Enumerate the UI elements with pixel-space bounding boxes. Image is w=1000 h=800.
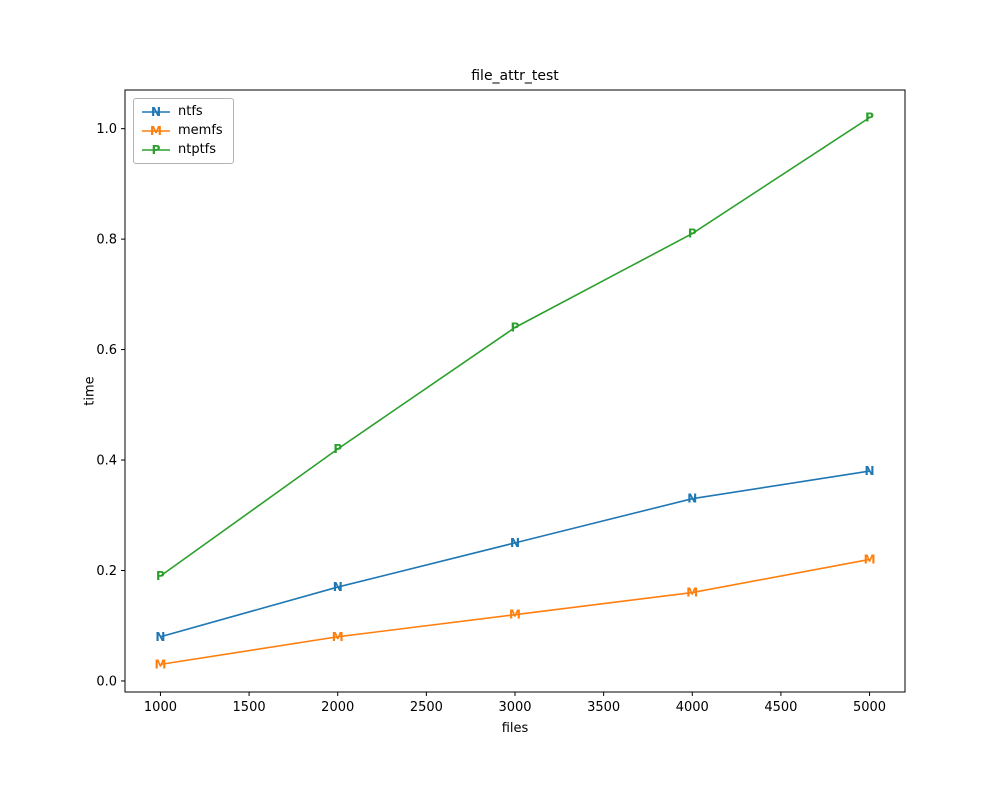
legend-line-sample-memfs: M <box>142 124 170 138</box>
marker-P-ntptfs: P <box>865 111 874 125</box>
marker-N-ntfs: N <box>155 630 165 644</box>
x-tick-label: 4000 <box>676 700 709 715</box>
legend-marker-M-memfs: M <box>150 124 162 138</box>
legend-line-sample-ntfs: N <box>142 105 170 119</box>
plot-line-ntptfs <box>159 116 870 577</box>
marker-M-memfs: M <box>509 608 521 622</box>
marker-P-ntptfs: P <box>156 569 165 583</box>
marker-M-memfs: M <box>864 552 876 566</box>
plot-line-ntfs <box>160 470 870 638</box>
x-tick-label: 3000 <box>498 700 531 715</box>
marker-M-memfs: M <box>686 586 698 600</box>
legend-label-ntfs: ntfs <box>178 104 203 119</box>
axes-border <box>124 89 906 693</box>
plot-line-memfs <box>160 558 870 666</box>
y-tick-label: 0.6 <box>96 343 117 358</box>
marker-P-ntptfs: P <box>333 442 342 456</box>
chart-title: file_attr_test <box>471 68 559 84</box>
legend-label-ntptfs: ntptfs <box>178 142 217 157</box>
x-tick-label: 1000 <box>144 700 177 715</box>
marker-N-ntfs: N <box>510 536 520 550</box>
y-tick-label: 0.2 <box>96 564 117 579</box>
marker-P-ntptfs: P <box>511 320 520 334</box>
y-tick-label: 0.4 <box>96 454 117 469</box>
marker-P-ntptfs: P <box>688 227 697 241</box>
y-tick-label: 0.8 <box>96 233 117 248</box>
marker-N-ntfs: N <box>865 464 875 478</box>
marker-N-ntfs: N <box>333 580 343 594</box>
x-tick-label: 2000 <box>321 700 354 715</box>
x-tick-label: 1500 <box>233 700 266 715</box>
legend-label-memfs: memfs <box>178 123 223 138</box>
legend-marker-N-ntfs: N <box>151 105 161 119</box>
x-tick-label: 2500 <box>410 700 443 715</box>
y-axis-label: time <box>82 376 98 406</box>
x-tick-label: 5000 <box>853 700 886 715</box>
marker-N-ntfs: N <box>687 492 697 506</box>
legend-line-sample-ntptfs: P <box>142 143 170 157</box>
x-axis-label: files <box>501 721 529 736</box>
legend-marker-P-ntptfs: P <box>152 143 161 157</box>
y-tick-label: 1.0 <box>96 122 117 137</box>
x-tick-label: 4500 <box>764 700 797 715</box>
marker-M-memfs: M <box>154 657 166 671</box>
marker-M-memfs: M <box>332 630 344 644</box>
x-tick-label: 3500 <box>587 700 620 715</box>
y-tick-label: 0.0 <box>96 674 117 689</box>
